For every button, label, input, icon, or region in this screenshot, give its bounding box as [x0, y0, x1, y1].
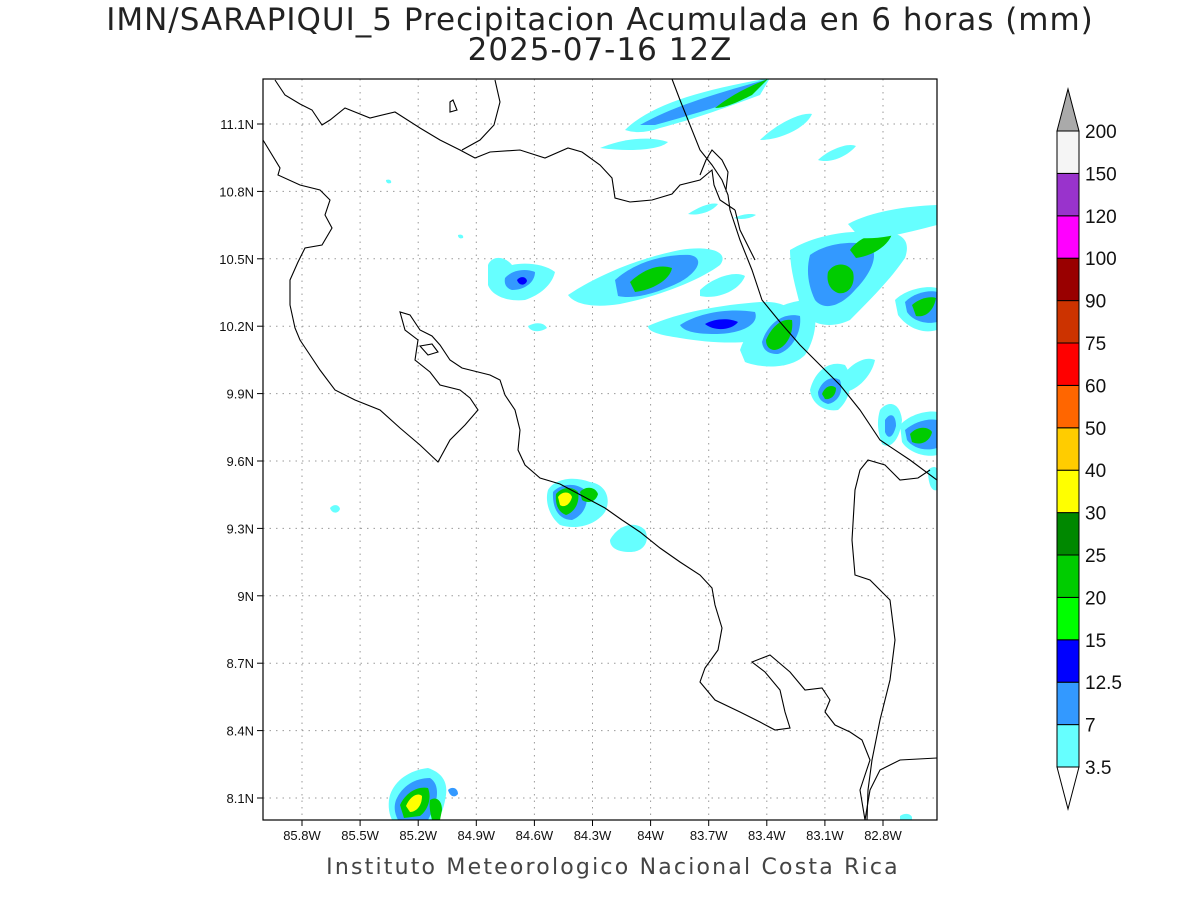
lat-tick-label: 8.1N: [227, 791, 254, 806]
lat-tick-label: 10.2N: [219, 319, 254, 334]
pacific-coast: [263, 139, 871, 820]
colorbar-swatch: [1056, 384, 1080, 429]
lon-tick-label: 84.6W: [516, 828, 554, 843]
colorbar-swatch: [1056, 427, 1080, 471]
colorbar-label: 75: [1085, 334, 1106, 355]
colorbar-swatch: [1056, 172, 1080, 217]
lat-tick-label: 9.9N: [227, 387, 254, 402]
colorbar-label: 30: [1085, 504, 1106, 525]
lat-tick-label: 8.4N: [227, 724, 254, 739]
precip-area-west: [386, 179, 555, 332]
colorbar-swatch: [1056, 257, 1080, 302]
colorbar-swatch: [1056, 342, 1080, 386]
colorbar-label: 3.5: [1085, 758, 1111, 779]
map-frame: [262, 78, 938, 821]
colorbar-label: 120: [1085, 207, 1117, 228]
colorbar-swatch: [1056, 596, 1080, 641]
lon-tick-label: 83.7W: [690, 828, 728, 843]
colorbar-label: 100: [1085, 249, 1117, 270]
colorbar-label: 90: [1085, 292, 1106, 313]
nicaragua-coast-upper: [699, 149, 729, 191]
lon-tick-label: 83.1W: [806, 828, 844, 843]
map-background: [263, 79, 937, 820]
longitude-ticks: 85.8W 85.5W 85.2W 84.9W 84.6W 84.3W 84W 83.7W 83…: [283, 820, 903, 843]
precip-field: [330, 79, 937, 820]
colorbar: 3.5 7 12.5 15 20 25 30 40 50 60 75 90 100 120 150 200: [1056, 87, 1122, 811]
colorbar-label: 25: [1085, 546, 1106, 567]
lon-tick-label: 84.3W: [574, 828, 612, 843]
burica-coast: [864, 757, 937, 820]
colorbar-swatch: [1056, 554, 1080, 598]
colorbar-label: 200: [1085, 122, 1117, 143]
lat-tick-label: 10.5N: [219, 252, 254, 267]
colorbar-swatch: [1056, 724, 1080, 768]
colorbar-label: 50: [1085, 419, 1106, 440]
lon-tick-label: 85.2W: [399, 828, 437, 843]
lon-tick-label: 85.5W: [341, 828, 379, 843]
lat-tick-label: 9N: [237, 589, 254, 604]
lat-tick-label: 9.3N: [227, 521, 254, 536]
colorbar-swatch: [1056, 469, 1080, 514]
lat-tick-label: 8.7N: [227, 656, 254, 671]
gridlines: [263, 79, 937, 820]
latitude-ticks: 11.1N 10.8N 10.5N 10.2N 9.9N 9.6N 9.3N 9N 8.7N 8.…: [219, 117, 263, 806]
colorbar-swatch: [1056, 130, 1080, 174]
colorbar-swatch: [1056, 681, 1080, 726]
colorbar-swatch: [1056, 639, 1080, 683]
footer-credit: Instituto Meteorologico Nacional Costa R…: [326, 855, 900, 880]
nicaragua-border: [671, 79, 937, 481]
map-panel: 85.8W 85.5W 85.2W 84.9W 84.6W 84.3W 84W 83.7W 83…: [219, 78, 938, 843]
precip-area-south: [388, 768, 458, 820]
colorbar-swatch: [1056, 215, 1080, 259]
lon-tick-label: 83.4W: [748, 828, 786, 843]
colorbar-label: 15: [1085, 631, 1106, 652]
colorbar-swatch: [1056, 300, 1080, 344]
southwest-shore: [734, 209, 756, 261]
colorbar-upper-arrow: [1056, 87, 1080, 132]
precip-area-north: [600, 79, 856, 219]
colorbar-label: 7: [1085, 716, 1096, 737]
nicoya-inner: [418, 343, 439, 356]
colorbar-label: 12.5: [1085, 673, 1122, 694]
lon-tick-label: 82.8W: [864, 828, 902, 843]
colorbar-label: 20: [1085, 588, 1106, 609]
nicaragua-lake-shore: [274, 79, 736, 211]
colorbar-swatch: [1056, 512, 1080, 556]
precip-area-caribbean: [568, 205, 937, 491]
colorbar-label: 150: [1085, 164, 1117, 185]
lake-nicaragua-east-shore: [461, 79, 501, 151]
colorbar-label: 40: [1085, 461, 1106, 482]
lon-tick-label: 84.9W: [458, 828, 496, 843]
panama-border: [851, 459, 931, 820]
lon-tick-label: 85.8W: [283, 828, 321, 843]
lake-island: [449, 99, 458, 113]
colorbar-lower-arrow: [1056, 766, 1080, 811]
map-date: 2025-07-16 12Z: [467, 32, 733, 68]
map-title: IMN/SARAPIQUI_5 Precipitacion Acumulada …: [106, 2, 1094, 38]
lat-tick-label: 9.6N: [227, 454, 254, 469]
coastlines: [263, 79, 937, 820]
colorbar-label: 60: [1085, 376, 1106, 397]
lat-tick-label: 11.1N: [220, 117, 254, 132]
lon-tick-label: 84W: [637, 828, 664, 843]
lat-tick-label: 10.8N: [219, 184, 254, 199]
